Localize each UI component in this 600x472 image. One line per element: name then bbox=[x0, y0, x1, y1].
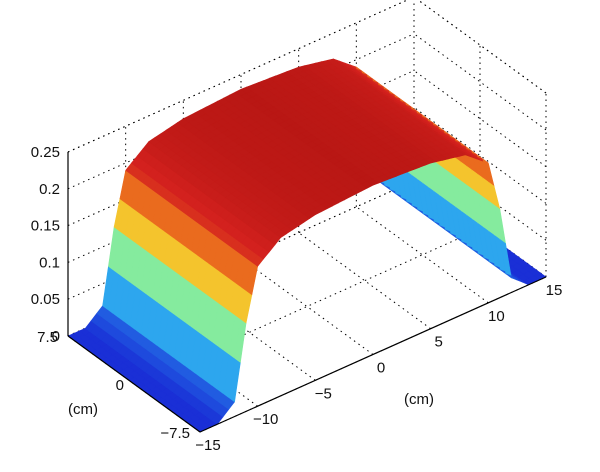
x-tick-label: −10 bbox=[253, 411, 278, 428]
y-tick-label: −7.5 bbox=[160, 425, 190, 442]
z-tick-label: 0.2 bbox=[39, 181, 60, 198]
x-tick-label: 0 bbox=[377, 360, 385, 377]
grid-line-z-side bbox=[413, 33, 547, 131]
tick-layer: 00.050.10.150.20.25−7.507.5−15−10−505101… bbox=[31, 144, 563, 454]
axis-layer bbox=[67, 152, 547, 433]
z-tick-label: 0.25 bbox=[31, 144, 60, 161]
x-tick-label: −5 bbox=[315, 385, 332, 402]
y-tick-label: 7.5 bbox=[37, 329, 58, 346]
surface-layer bbox=[67, 58, 547, 433]
z-tick-label: 0.1 bbox=[39, 254, 60, 271]
x-axis-line bbox=[199, 276, 547, 433]
z-tick-label: 0 bbox=[52, 328, 60, 345]
x-axis-label: (cm) bbox=[404, 391, 434, 408]
x-tick-label: 10 bbox=[488, 308, 505, 325]
y-axis-label: (cm) bbox=[68, 401, 98, 418]
x-tick-label: 15 bbox=[546, 282, 563, 299]
y-axis-line bbox=[67, 335, 201, 433]
z-tick-label: 0.15 bbox=[31, 218, 60, 235]
x-tick-label: −15 bbox=[195, 437, 220, 454]
grid-line-x-floor bbox=[298, 232, 431, 330]
z-tick-label: 0.05 bbox=[31, 291, 60, 308]
grid-line-x-floor bbox=[240, 258, 374, 355]
y-tick-label: 0 bbox=[116, 377, 124, 394]
x-tick-label: 5 bbox=[434, 334, 442, 351]
